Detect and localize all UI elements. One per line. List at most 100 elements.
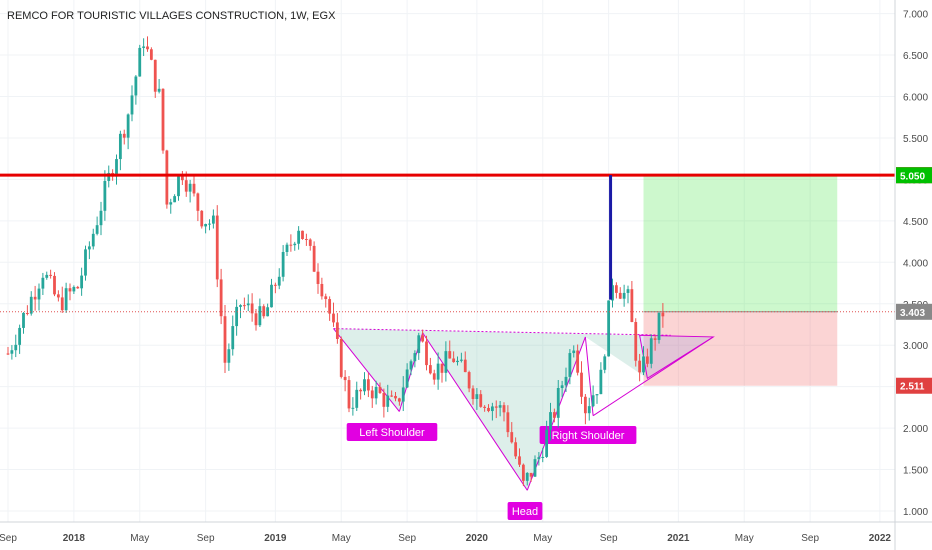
candle	[301, 230, 304, 240]
time-tick-label: 2020	[466, 533, 489, 544]
time-tick-label: Sep	[600, 533, 618, 544]
candle	[173, 194, 177, 203]
candle	[537, 452, 541, 466]
candle	[56, 290, 60, 302]
candle	[397, 397, 401, 406]
candle	[549, 402, 552, 441]
candle	[161, 88, 165, 154]
candle	[425, 335, 428, 371]
candle	[599, 362, 603, 395]
candle	[64, 282, 68, 313]
candle	[335, 313, 339, 344]
candle	[405, 363, 409, 389]
candle	[285, 242, 289, 257]
candle	[91, 228, 95, 250]
candle	[45, 271, 49, 280]
candle	[33, 285, 37, 311]
candle	[219, 268, 223, 325]
candle	[134, 75, 138, 105]
price-tick-label: 1.500	[903, 466, 928, 477]
candle	[428, 357, 432, 375]
candles	[6, 36, 665, 487]
candle	[432, 369, 436, 385]
candle	[177, 175, 180, 201]
candle	[304, 233, 308, 246]
candle	[572, 345, 576, 358]
candle	[169, 198, 173, 214]
candle	[289, 234, 293, 252]
price-tick-label: 1.000	[903, 507, 928, 518]
candle	[440, 363, 444, 383]
time-tick-label: 2021	[667, 533, 690, 544]
candle	[649, 334, 653, 369]
candle	[126, 113, 130, 150]
head-label: Head	[507, 502, 543, 520]
candle	[84, 245, 87, 281]
candle	[595, 393, 599, 404]
svg-text:Right Shoulder: Right Shoulder	[552, 430, 625, 442]
candle	[332, 302, 335, 327]
candle	[483, 405, 487, 412]
candle	[14, 334, 18, 358]
price-tick-label: 5.500	[903, 134, 928, 145]
candle	[250, 293, 254, 322]
candle	[347, 375, 351, 413]
candle	[270, 278, 273, 308]
candle	[312, 241, 316, 273]
time-tick-label: 2018	[63, 533, 86, 544]
candle	[293, 241, 297, 251]
candle	[351, 397, 355, 416]
candle	[467, 370, 471, 393]
candle	[510, 422, 514, 444]
candle	[142, 38, 146, 57]
candle	[76, 285, 80, 289]
candle	[49, 269, 53, 279]
candle	[386, 384, 390, 413]
candle	[475, 388, 479, 410]
candle	[587, 397, 591, 421]
candle	[568, 349, 572, 385]
candle	[479, 390, 483, 408]
price-tick-label: 7.000	[903, 10, 928, 21]
candle	[29, 291, 33, 316]
candle	[525, 472, 529, 486]
price-tick-label: 4.000	[903, 258, 928, 269]
candle	[324, 293, 328, 308]
candle	[25, 305, 29, 316]
candle	[409, 359, 413, 376]
candle	[463, 351, 467, 373]
candle	[316, 263, 320, 294]
candle	[115, 154, 118, 185]
candle	[626, 285, 630, 304]
candle	[22, 312, 25, 334]
candle	[638, 353, 642, 382]
candle	[223, 304, 227, 374]
time-tick-label: May	[735, 533, 754, 544]
candle	[459, 352, 463, 363]
candle	[494, 400, 498, 419]
candle	[456, 356, 459, 366]
candle	[165, 149, 169, 209]
candle	[99, 201, 103, 236]
time-tick-label: Sep	[0, 533, 17, 544]
candle	[552, 408, 556, 423]
candle	[215, 205, 219, 288]
candle	[339, 336, 343, 379]
candle	[502, 402, 506, 422]
candle	[576, 344, 580, 376]
svg-text:2.511: 2.511	[900, 382, 925, 393]
levels	[0, 173, 895, 313]
candle	[146, 36, 149, 52]
candle	[417, 332, 421, 360]
neckline	[333, 328, 671, 336]
candle	[157, 79, 161, 94]
pattern-line	[526, 336, 586, 491]
candle	[273, 282, 277, 294]
time-tick-label: 2022	[869, 533, 892, 544]
candle	[37, 283, 41, 311]
trade-zones	[643, 175, 838, 386]
candle	[95, 216, 99, 236]
candle	[382, 388, 386, 418]
price-tick-label: 2.000	[903, 424, 928, 435]
